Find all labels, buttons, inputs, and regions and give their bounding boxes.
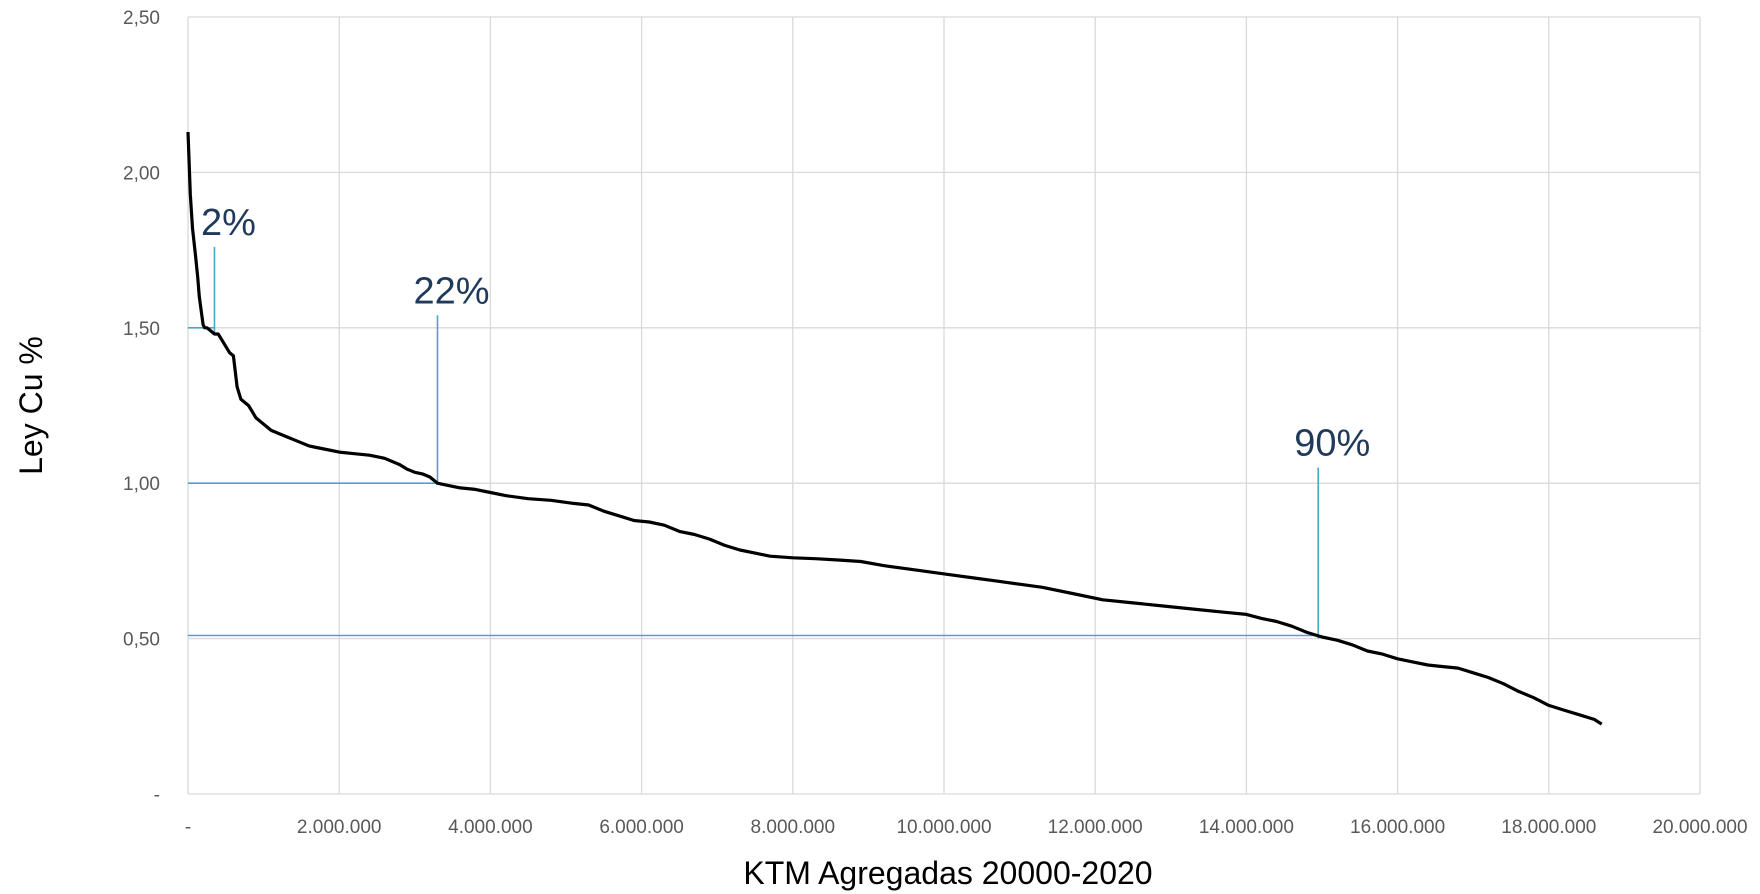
y-tick-label: 2,50	[123, 8, 160, 29]
annotation-label: 22%	[413, 270, 489, 312]
y-axis-title: Ley Cu %	[13, 336, 49, 475]
x-tick-label: 14.000.000	[1199, 817, 1294, 838]
x-tick-label: 6.000.000	[599, 817, 684, 838]
y-tick-label: 1,50	[123, 319, 160, 340]
y-tick-label: 1,00	[123, 474, 160, 495]
x-tick-label: 12.000.000	[1048, 817, 1143, 838]
x-axis-title: KTM Agregadas 20000-2020	[743, 855, 1152, 891]
x-tick-label: 20.000.000	[1652, 817, 1747, 838]
y-tick-label: 0,50	[123, 630, 160, 651]
annotation-label: 90%	[1294, 423, 1370, 465]
annotation-label: 2%	[201, 202, 256, 244]
y-tick-label: -	[154, 785, 160, 806]
x-tick-label: 18.000.000	[1501, 817, 1596, 838]
x-tick-label: 2.000.000	[297, 817, 382, 838]
x-tick-label: -	[185, 817, 191, 838]
data-series-line	[186, 131, 1603, 726]
x-tick-label: 10.000.000	[896, 817, 991, 838]
x-tick-label: 16.000.000	[1350, 817, 1445, 838]
x-tick-label: 4.000.000	[448, 817, 533, 838]
x-tick-label: 8.000.000	[751, 817, 836, 838]
y-tick-label: 2,00	[123, 163, 160, 184]
